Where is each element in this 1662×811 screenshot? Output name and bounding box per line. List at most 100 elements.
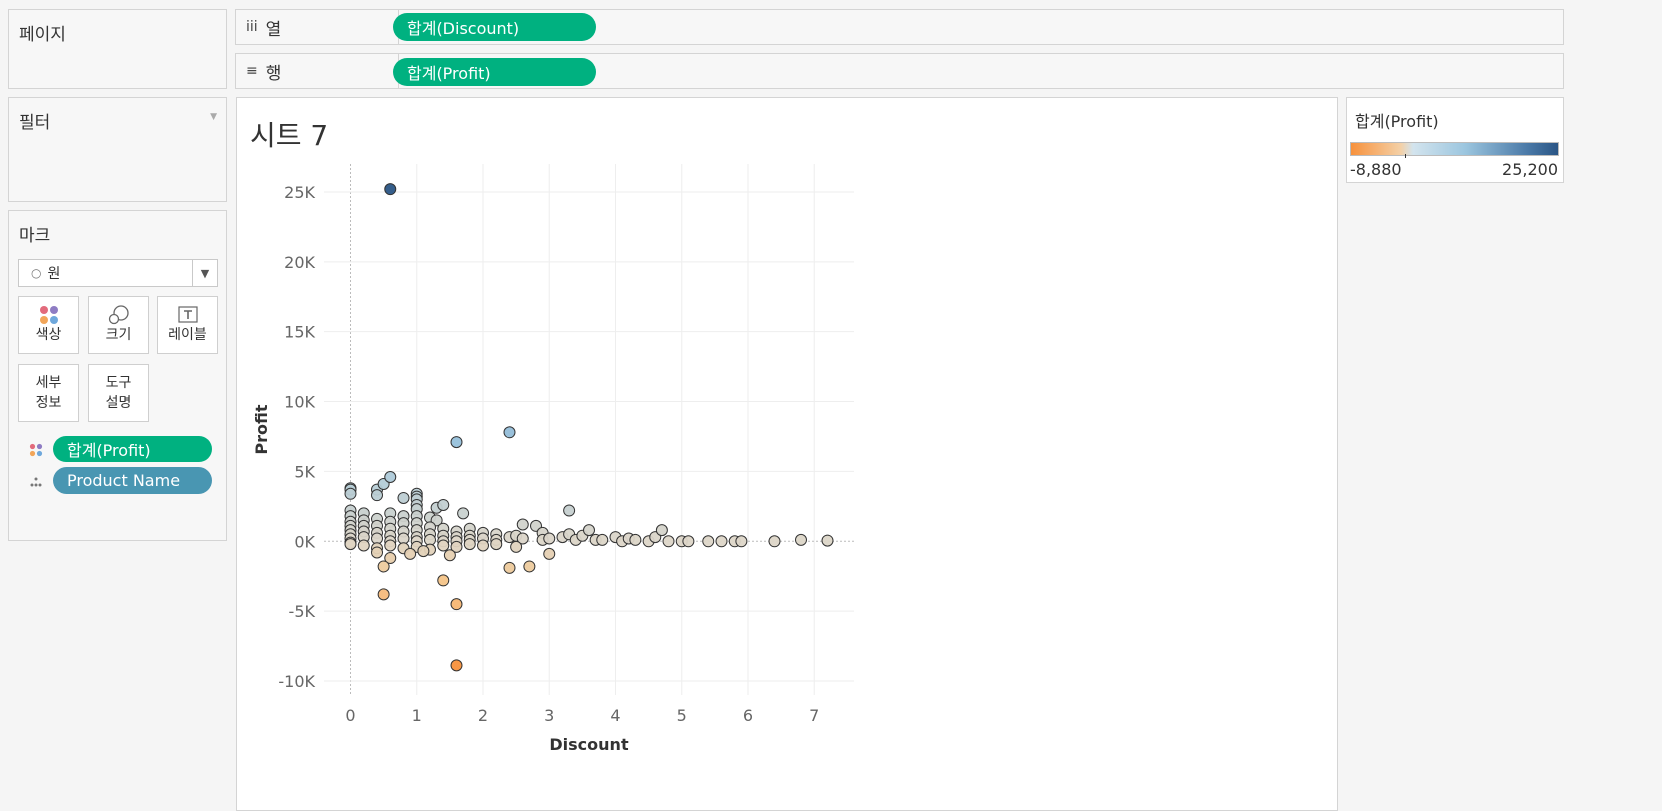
rows-shelf[interactable]: ≡ 행 합계(Profit) xyxy=(235,53,1564,89)
pages-panel[interactable]: 페이지 xyxy=(8,9,227,89)
y-tick-label: 10K xyxy=(284,393,315,412)
scatter-point xyxy=(596,533,609,546)
rows-icon: ≡ xyxy=(246,63,258,79)
legend-max-label: 25,200 xyxy=(1502,160,1558,179)
rows-shelf-label: ≡ 행 xyxy=(236,54,399,88)
color-legend[interactable]: 합계(Profit) -8,880 25,200 xyxy=(1346,97,1564,183)
chevron-down-icon[interactable]: ▼ xyxy=(192,260,217,286)
scatter-point xyxy=(344,487,357,500)
color-card-label: 색상 xyxy=(35,327,62,343)
scatter-point xyxy=(450,540,463,553)
scatter-point xyxy=(384,552,397,565)
x-tick-label: 4 xyxy=(610,706,620,725)
scatter-point xyxy=(450,436,463,449)
detail-card-label: 세부 정보 xyxy=(35,375,62,411)
marks-panel: 마크 ○ 원 ▼ 색상 크기 레이블 세부 정보 도구 설명 합계(Profit xyxy=(8,210,227,541)
marks-title: 마크 xyxy=(19,226,51,246)
scatter-point xyxy=(702,535,715,548)
scatter-chart[interactable]: 0 1 2 3 4 5 6 7 -10K -5K 0K 5K 10K 15K 20K 25K Discount P… xyxy=(237,98,877,778)
legend-gradient-bar xyxy=(1350,142,1559,156)
legend-zero-tick xyxy=(1405,154,1406,158)
scatter-point xyxy=(543,547,556,560)
columns-icon: iii xyxy=(246,19,258,35)
scatter-point xyxy=(516,532,529,545)
y-tick-label: 0K xyxy=(294,532,315,551)
circle-icon: ○ xyxy=(31,266,42,280)
label-card[interactable]: 레이블 xyxy=(157,296,218,354)
scatter-point xyxy=(583,524,595,537)
scatter-point xyxy=(662,535,675,548)
columns-label-text: 열 xyxy=(265,19,282,40)
scatter-point xyxy=(371,489,383,502)
scatter-point xyxy=(450,598,463,611)
y-tick-label: 20K xyxy=(284,253,315,272)
scatter-point xyxy=(437,539,450,552)
text-label-icon xyxy=(177,306,198,323)
detail-card[interactable]: 세부 정보 xyxy=(18,364,79,422)
scatter-point xyxy=(384,183,397,196)
mark-type-select[interactable]: ○ 원 ▼ xyxy=(18,259,218,287)
scatter-point xyxy=(795,533,807,546)
filters-dropdown-icon[interactable]: ▼ xyxy=(210,112,217,122)
scatter-point xyxy=(715,535,728,548)
filters-title: 필터 xyxy=(19,113,51,133)
x-tick-label: 3 xyxy=(544,706,554,725)
scatter-point xyxy=(503,426,516,439)
profit-pill[interactable]: 합계(Profit) xyxy=(393,58,596,86)
scatter-point xyxy=(510,540,523,553)
scatter-point xyxy=(404,547,417,560)
x-tick-label: 6 xyxy=(743,706,753,725)
scatter-point xyxy=(682,535,695,548)
scatter-point xyxy=(417,545,430,558)
columns-shelf-label: iii 열 xyxy=(236,10,399,44)
pages-title: 페이지 xyxy=(19,25,66,45)
scatter-point xyxy=(384,471,397,484)
size-card-label: 크기 xyxy=(105,327,132,343)
scatter-point xyxy=(523,560,536,573)
filters-panel[interactable]: 필터 ▼ xyxy=(8,97,227,202)
color-field-pill[interactable]: 합계(Profit) xyxy=(53,436,212,462)
legend-min-label: -8,880 xyxy=(1350,160,1402,179)
color-field-icon xyxy=(29,443,43,457)
detail-field-icon xyxy=(30,477,42,487)
scatter-point xyxy=(437,574,450,587)
sheet-title: 시트 7 xyxy=(250,119,329,152)
scatter-point xyxy=(397,491,410,504)
scatter-point xyxy=(443,549,456,562)
scatter-point xyxy=(457,507,470,520)
legend-title: 합계(Profit) xyxy=(1355,112,1439,131)
y-tick-label: -5K xyxy=(289,602,316,621)
mark-type-value: 원 xyxy=(47,266,61,282)
rows-label-text: 행 xyxy=(265,63,282,84)
scatter-point xyxy=(821,534,834,547)
x-tick-label: 0 xyxy=(345,706,355,725)
scatter-point xyxy=(377,560,390,573)
y-tick-label: -10K xyxy=(278,672,315,691)
detail-field-pill[interactable]: Product Name xyxy=(53,467,212,494)
scatter-point xyxy=(437,498,450,511)
scatter-point xyxy=(543,532,556,545)
scatter-point xyxy=(463,538,476,551)
x-axis-label: Discount xyxy=(549,735,629,754)
scatter-point xyxy=(735,535,748,548)
scatter-point xyxy=(450,659,463,672)
x-tick-label: 2 xyxy=(478,706,488,725)
scatter-point xyxy=(490,538,503,551)
x-tick-label: 1 xyxy=(412,706,422,725)
worksheet-view[interactable]: 시트 7 0 1 2 3 4 5 6 7 -10K -5K 0K 5K 10K 15K 20K 25K Disc… xyxy=(236,97,1338,811)
scatter-point xyxy=(629,533,642,546)
discount-pill[interactable]: 합계(Discount) xyxy=(393,13,596,41)
size-circles-icon xyxy=(108,305,129,325)
y-tick-label: 5K xyxy=(294,462,315,481)
x-tick-label: 5 xyxy=(677,706,687,725)
size-card[interactable]: 크기 xyxy=(88,296,149,354)
columns-shelf[interactable]: iii 열 합계(Discount) xyxy=(235,9,1564,45)
color-card[interactable]: 색상 xyxy=(18,296,79,354)
color-dots-icon xyxy=(39,306,58,324)
y-tick-label: 25K xyxy=(284,183,315,202)
tooltip-card[interactable]: 도구 설명 xyxy=(88,364,149,422)
scatter-point xyxy=(371,546,383,559)
scatter-point xyxy=(357,539,370,552)
scatter-point xyxy=(768,535,781,548)
y-axis-label: Profit xyxy=(252,404,271,454)
